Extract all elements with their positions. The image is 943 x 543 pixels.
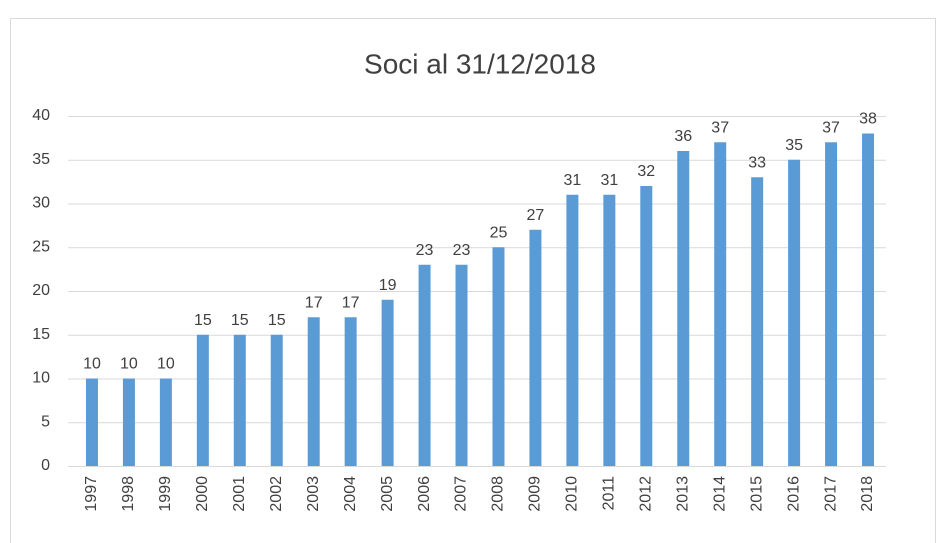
bar [418,264,431,466]
x-tick-label: 2018 [859,476,876,512]
data-label: 19 [379,277,397,294]
bar [159,378,172,466]
data-label: 15 [231,312,249,329]
x-tick-label: 2003 [305,476,322,512]
data-label: 37 [711,119,729,136]
data-label: 36 [674,128,692,145]
data-label: 15 [268,312,286,329]
x-tick-label: 2000 [194,476,211,512]
y-tick-label: 5 [41,413,50,430]
data-label: 10 [120,356,138,373]
x-tick-label: 2007 [453,476,470,512]
data-label: 33 [748,154,766,171]
data-label: 15 [194,312,212,329]
y-tick-label: 30 [32,195,50,212]
y-tick-label: 35 [32,151,50,168]
x-tick-label: 2012 [638,476,655,512]
x-tick-label: 2013 [674,476,691,512]
data-label: 35 [785,137,803,154]
bar [196,334,209,466]
x-tick-label: 1998 [120,476,137,512]
bar [640,186,653,466]
bar [788,159,801,466]
bar [381,299,394,466]
data-label: 10 [83,356,101,373]
bar [270,334,283,466]
x-tick-label: 2002 [268,476,285,512]
x-tick-label: 2008 [490,476,507,512]
data-label: 38 [859,111,877,128]
y-tick-label: 20 [32,282,50,299]
data-label: 31 [563,172,581,189]
x-tick-label: 2017 [822,476,839,512]
x-tick-label: 2001 [231,476,248,512]
bar [862,133,875,466]
data-label: 31 [600,172,618,189]
y-tick-label: 0 [41,457,50,474]
data-label: 23 [453,242,471,259]
x-tick-label: 2006 [416,476,433,512]
bar [714,142,727,466]
y-tick-label: 10 [32,370,50,387]
x-tick-label: 2014 [711,476,728,512]
y-tick-label: 15 [32,326,50,343]
x-tick-label: 1999 [157,476,174,512]
data-label: 27 [527,207,545,224]
bar [122,378,135,466]
bar [344,317,357,466]
bar [233,334,246,466]
x-tick-label: 2005 [379,476,396,512]
bar [566,194,579,466]
data-label: 23 [416,242,434,259]
x-tick-label: 2011 [601,476,618,511]
data-label: 10 [157,356,175,373]
x-tick-label: 2004 [342,476,359,512]
bar [85,378,98,466]
bar [529,229,542,466]
bar [455,264,468,466]
y-tick-label: 40 [32,107,50,124]
data-label: 17 [342,294,360,311]
bar [307,317,320,466]
x-tick-label: 2009 [527,476,544,512]
x-tick-label: 2015 [748,476,765,512]
bar [492,247,505,466]
bar [603,194,616,466]
data-label: 32 [637,163,655,180]
bar [751,177,764,466]
y-tick-label: 25 [32,238,50,255]
chart-title: Soci al 31/12/2018 [364,48,596,79]
data-label: 37 [822,119,840,136]
data-label: 25 [490,224,508,241]
bar [677,151,690,466]
x-tick-label: 2010 [564,476,581,512]
x-tick-label: 1997 [83,476,100,512]
x-tick-label: 2016 [785,476,802,512]
data-label: 17 [305,294,323,311]
bar [825,142,838,466]
